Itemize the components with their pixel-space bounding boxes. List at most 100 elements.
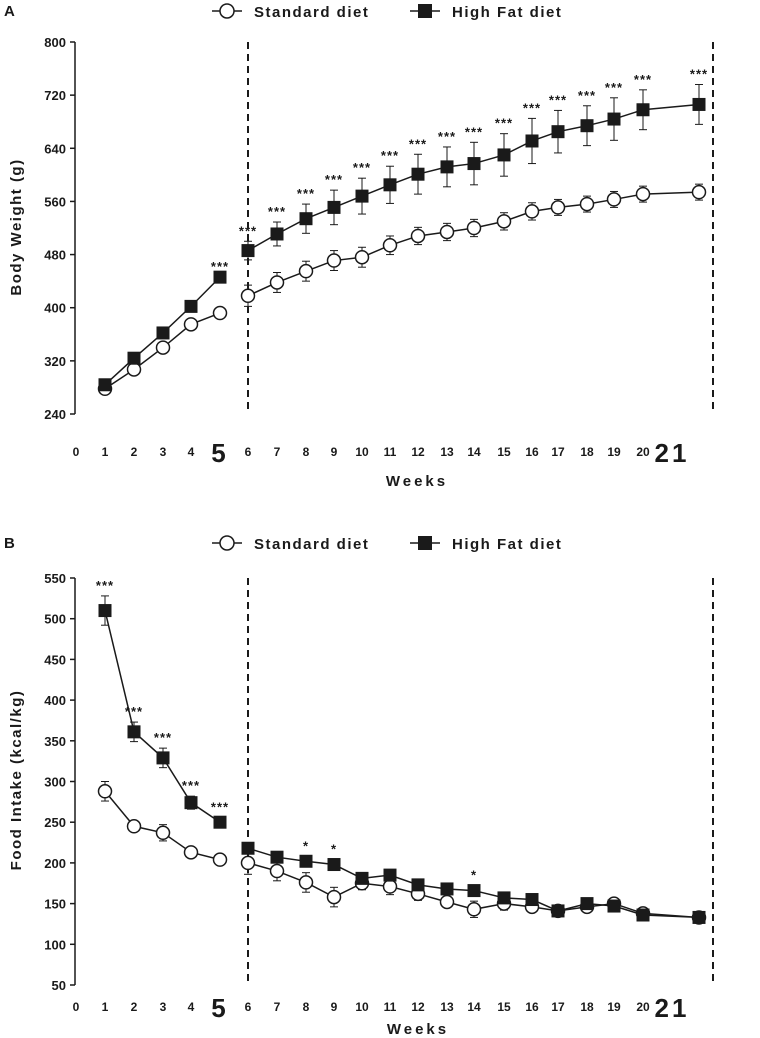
standard-diet-point [326, 253, 342, 268]
significance-label: *** [297, 186, 315, 201]
significance-label: *** [325, 172, 343, 187]
high-fat-diet-point [525, 893, 539, 907]
standard-diet-point [183, 845, 199, 860]
x-tick-label: 0 [73, 1000, 80, 1014]
x-tick-label: 20 [636, 1000, 650, 1014]
x-tick-label: 14 [467, 445, 481, 459]
panel-a-letter: A [4, 3, 15, 20]
y-tick-label: 450 [44, 652, 66, 667]
x-tick-label: 1 [102, 1000, 109, 1014]
standard-diet-point [298, 875, 314, 890]
x-tick-label: 19 [607, 1000, 621, 1014]
x-tick-label: 5 [211, 993, 228, 1023]
significance-label: *** [125, 704, 143, 719]
y-tick-label: 100 [44, 937, 66, 952]
x-tick-label: 9 [331, 445, 338, 459]
panel-b-plot-area: **************** ** [96, 578, 707, 925]
panel-a: A Standard diet High Fat diet 2403204004… [4, 3, 714, 490]
standard-diet-point [183, 317, 199, 332]
legend-square-marker [418, 4, 432, 18]
significance-label: *** [438, 129, 456, 144]
x-tick-label: 17 [551, 445, 565, 459]
x-tick-label: 5 [211, 438, 228, 468]
standard-diet-point [212, 852, 228, 867]
y-tick-label: 150 [44, 897, 66, 912]
legend-square-marker [418, 536, 432, 550]
significance-label: *** [381, 148, 399, 163]
significance-label: *** [96, 578, 114, 593]
high-fat-diet-point [383, 178, 397, 192]
standard-diet-point [524, 204, 540, 219]
high-fat-diet-point [692, 910, 706, 924]
high-fat-diet-point [636, 908, 650, 922]
high-fat-diet-point [497, 891, 511, 905]
x-tick-label: 7 [274, 1000, 281, 1014]
standard-diet-point [496, 214, 512, 229]
panel-a-x-tick-labels: 0 1 2 3 4 5 6 7 8 9 10 11 12 13 14 15 16 17 18 19 20 21 [73, 438, 690, 468]
x-tick-label: 6 [245, 1000, 252, 1014]
highfat-series-line [247, 103, 700, 252]
significance-label: *** [634, 72, 652, 87]
panel-a-legend: Standard diet High Fat diet [212, 3, 562, 21]
high-fat-diet-point [98, 378, 112, 392]
panel-a-y-ticks: 240 320 400 480 560 640 720 800 [44, 35, 75, 422]
y-tick-label: 800 [44, 35, 66, 50]
x-tick-label: 17 [551, 1000, 565, 1014]
panel-b-x-axis-label: Weeks [387, 1021, 449, 1038]
high-fat-diet-point [355, 871, 369, 885]
legend-highfat-label: High Fat diet [452, 4, 562, 21]
standard-diet-point [326, 889, 342, 905]
panel-a-divider-lines [247, 42, 714, 414]
significance-label: *** [211, 259, 229, 274]
high-fat-diet-point [127, 725, 141, 739]
significance-label: *** [154, 730, 172, 745]
y-tick-label: 250 [44, 815, 66, 830]
high-fat-diet-point [270, 227, 284, 241]
y-tick-label: 240 [44, 407, 66, 422]
x-tick-label: 4 [188, 445, 195, 459]
standard-diet-point [382, 238, 398, 253]
x-tick-label: 13 [440, 1000, 454, 1014]
significance-label: *** [523, 100, 541, 115]
high-fat-diet-point [580, 119, 594, 133]
high-fat-diet-point [98, 604, 112, 618]
high-fat-diet-point [184, 796, 198, 810]
highfat-series-line [104, 610, 221, 823]
panel-b-letter: B [4, 535, 15, 552]
x-tick-label: 16 [525, 1000, 539, 1014]
legend-circle-marker [219, 3, 235, 19]
y-tick-label: 480 [44, 248, 66, 263]
y-tick-label: 560 [44, 194, 66, 209]
standard-diet-point [550, 200, 566, 215]
high-fat-diet-point [241, 841, 255, 855]
high-fat-diet-point [127, 351, 141, 365]
panel-b-y-axis-label: Food Intake (kcal/kg) [8, 690, 25, 871]
x-tick-label: 21 [655, 438, 690, 468]
x-tick-label: 0 [73, 445, 80, 459]
high-fat-diet-point [327, 200, 341, 214]
high-fat-diet-point [327, 858, 341, 872]
panel-b-x-tick-labels: 0 1 2 3 4 5 6 7 8 9 10 11 12 13 14 15 16 17 18 19 20 21 [73, 993, 687, 1023]
x-tick-label: 3 [160, 445, 167, 459]
standard-diet-point [126, 362, 142, 377]
standard-diet-point [155, 340, 171, 355]
x-tick-label: 12 [411, 445, 425, 459]
x-tick-label: 14 [467, 1000, 481, 1014]
highfat-series-line [247, 847, 700, 919]
legend-circle-marker [219, 535, 235, 551]
standard-diet-point [466, 902, 482, 917]
standard-diet-point [439, 894, 455, 910]
standard-diet-point [466, 220, 482, 236]
high-fat-diet-point [692, 97, 706, 111]
significance-label: * [471, 868, 477, 883]
panel-b-divider-lines [247, 578, 714, 985]
panel-b-y-ticks: 50 100 150 200 250 300 350 400 450 500 550 [44, 571, 75, 993]
standard-diet-point [354, 249, 370, 265]
x-tick-label: 18 [580, 1000, 594, 1014]
high-fat-diet-point [241, 244, 255, 258]
x-tick-label: 9 [331, 1000, 338, 1014]
x-tick-label: 8 [303, 1000, 310, 1014]
x-tick-label: 18 [580, 445, 594, 459]
x-tick-label: 10 [355, 1000, 369, 1014]
significance-label: * [331, 842, 337, 857]
